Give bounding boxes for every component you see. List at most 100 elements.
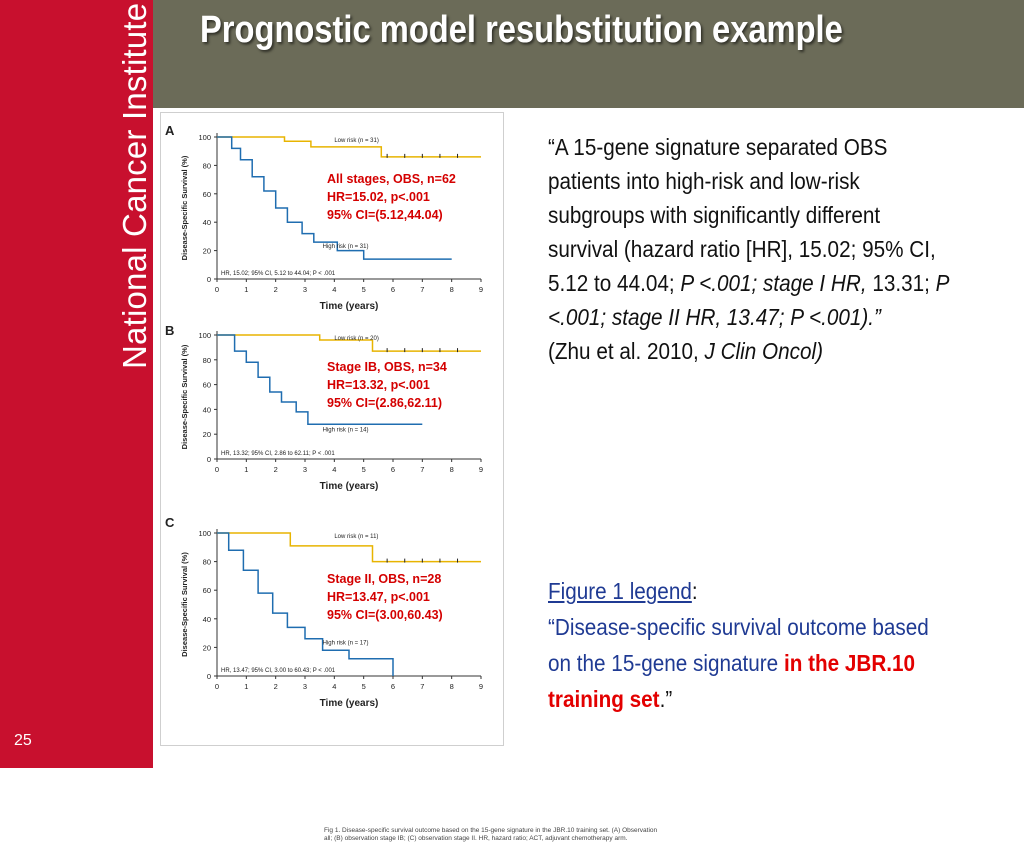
x-tick-label: 3 [303, 682, 307, 691]
y-tick-label: 60 [203, 381, 211, 390]
stats-label: HR, 13.32; 95% CI, 2.86 to 62.11; P < .0… [221, 451, 335, 457]
y-axis-title: Disease-Specific Survival (%) [180, 552, 189, 657]
y-tick-label: 0 [207, 275, 211, 284]
x-tick-label: 9 [479, 682, 483, 691]
stats-label: HR, 13.47; 95% CI, 3.00 to 60.43; P < .0… [221, 668, 336, 674]
annotation-line: All stages, OBS, n=62 [327, 172, 456, 186]
annotation-line: HR=13.47, p<.001 [327, 590, 430, 604]
y-tick-label: 20 [203, 643, 211, 652]
y-tick-label: 0 [207, 672, 211, 681]
quote-part2: P <.001; stage I HR, [680, 270, 867, 296]
legend-colon: : [691, 578, 698, 604]
x-tick-label: 7 [420, 285, 424, 294]
y-tick-label: 80 [203, 161, 211, 170]
x-tick-label: 6 [391, 285, 395, 294]
annotation-line: HR=13.32, p<.001 [327, 378, 430, 392]
x-tick-label: 7 [420, 465, 424, 474]
annotation-line: 95% CI=(3.00,60.43) [327, 608, 443, 622]
y-tick-label: 40 [203, 615, 211, 624]
y-tick-label: 40 [203, 218, 211, 227]
sidebar: National Cancer Institute 25 [0, 0, 153, 768]
x-tick-label: 2 [274, 285, 278, 294]
stats-label: HR, 15.02; 95% CI, 5.12 to 44.04; P < .0… [221, 271, 336, 277]
y-axis-title: Disease-Specific Survival (%) [180, 344, 189, 449]
panel-letter: A [165, 123, 175, 138]
y-tick-label: 0 [207, 455, 211, 464]
y-tick-label: 20 [203, 247, 211, 256]
annotation-line: Stage IB, OBS, n=34 [327, 360, 447, 374]
high-risk-curve [217, 334, 423, 426]
figure-caption: Fig 1. Disease-specific survival outcome… [324, 827, 658, 842]
citation-journal: J Clin Oncol) [704, 338, 823, 364]
x-tick-label: 3 [303, 465, 307, 474]
x-tick-label: 6 [391, 682, 395, 691]
quote-part1: “A 15-gene signature separated OBS patie… [548, 134, 936, 296]
panel-letter: B [165, 323, 174, 338]
y-tick-label: 80 [203, 356, 211, 365]
legend-emphasis: in the JBR.10 training set [548, 650, 916, 712]
y-tick-label: 20 [203, 430, 211, 439]
x-tick-label: 3 [303, 285, 307, 294]
low-risk-curve [217, 334, 481, 352]
x-tick-label: 1 [244, 465, 248, 474]
quote-part3: 13.31; [866, 270, 936, 296]
x-tick-label: 5 [362, 465, 366, 474]
y-tick-label: 100 [198, 331, 211, 340]
high-risk-curve [217, 136, 452, 260]
x-axis-title: Time (years) [320, 301, 379, 312]
survival-figure: A 0 20 40 60 80 100 0 1 2 3 4 5 6 7 8 9 Time (years) Disea… [160, 112, 657, 842]
high-risk-label: High risk (n = 14) [323, 428, 369, 434]
high-risk-curve [217, 532, 394, 676]
legend-end: .” [659, 686, 673, 712]
x-tick-label: 6 [391, 465, 395, 474]
citation-prefix: (Zhu et al. 2010, [548, 338, 705, 364]
brand-text: National Cancer Institute [116, 2, 153, 369]
x-tick-label: 9 [479, 285, 483, 294]
x-axis-title: Time (years) [320, 698, 379, 709]
x-tick-label: 5 [362, 682, 366, 691]
x-tick-label: 8 [450, 465, 454, 474]
x-tick-label: 4 [332, 465, 336, 474]
y-tick-label: 40 [203, 405, 211, 414]
x-tick-label: 4 [332, 682, 336, 691]
quote-part4: P <.001; stage II HR, 13.47; P <.001).” [548, 270, 949, 330]
x-tick-label: 8 [450, 682, 454, 691]
x-tick-label: 2 [274, 682, 278, 691]
figure-legend-block: Figure 1 legend: “Disease-specific survi… [548, 573, 953, 717]
x-tick-label: 0 [215, 465, 219, 474]
x-tick-label: 5 [362, 285, 366, 294]
slide-title: Prognostic model resubstitution example [200, 9, 843, 51]
x-tick-label: 0 [215, 682, 219, 691]
y-tick-label: 60 [203, 190, 211, 199]
panel-letter: C [165, 515, 175, 530]
quote-text: “A 15-gene signature separated OBS patie… [548, 130, 953, 368]
figure-legend-link[interactable]: Figure 1 legend [548, 578, 692, 604]
x-tick-label: 8 [450, 285, 454, 294]
x-tick-label: 7 [420, 682, 424, 691]
title-bar [153, 0, 1024, 108]
low-risk-curve [217, 136, 481, 158]
high-risk-label: High risk (n = 17) [323, 641, 369, 647]
annotation-line: 95% CI=(5.12,44.04) [327, 208, 443, 222]
annotation-line: HR=15.02, p<.001 [327, 190, 430, 204]
x-tick-label: 4 [332, 285, 336, 294]
x-tick-label: 1 [244, 682, 248, 691]
low-risk-label: Low risk (n = 20) [334, 336, 379, 342]
y-axis-title: Disease-Specific Survival (%) [180, 155, 189, 260]
x-tick-label: 2 [274, 465, 278, 474]
high-risk-label: High risk (n = 31) [323, 244, 369, 250]
slide-number: 25 [14, 732, 32, 749]
x-tick-label: 9 [479, 465, 483, 474]
low-risk-label: Low risk (n = 11) [334, 534, 378, 540]
x-tick-label: 0 [215, 285, 219, 294]
low-risk-label: Low risk (n = 31) [334, 138, 379, 144]
y-tick-label: 100 [198, 133, 211, 142]
annotation-line: 95% CI=(2.86,62.11) [327, 396, 442, 410]
x-tick-label: 1 [244, 285, 248, 294]
legend-text: “Disease-specific survival outcome based… [548, 614, 929, 676]
annotation-line: Stage II, OBS, n=28 [327, 572, 441, 586]
low-risk-curve [217, 532, 481, 563]
y-tick-label: 60 [203, 586, 211, 595]
x-axis-title: Time (years) [320, 481, 379, 492]
